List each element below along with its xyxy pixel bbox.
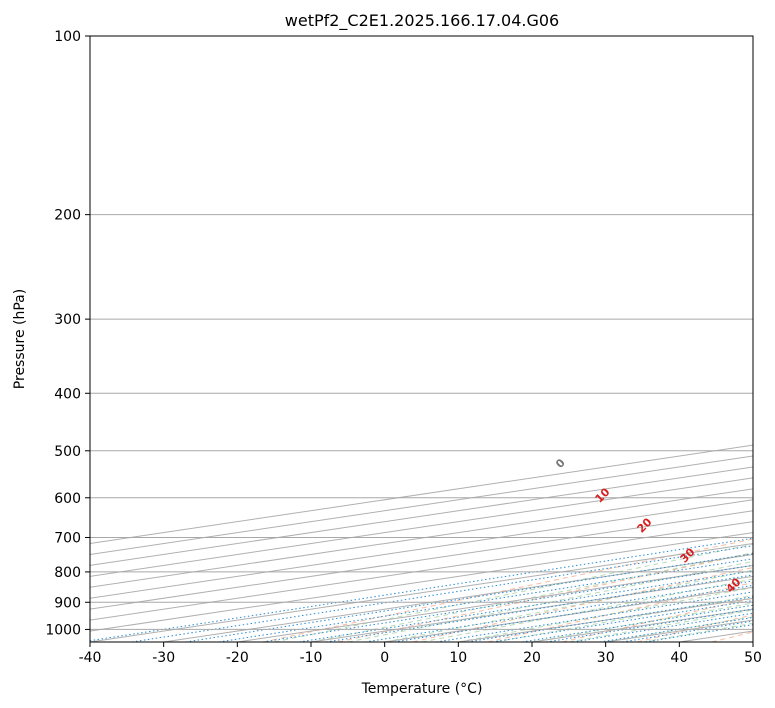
x-tick-label: -20	[226, 650, 249, 666]
mixing-ratio-line	[599, 616, 753, 642]
mixing-ratio-line	[262, 564, 753, 642]
y-tick-label: 500	[54, 444, 81, 460]
moist-adiabat	[384, 569, 753, 642]
y-tick-label: 100	[54, 29, 81, 45]
moist-adiabat	[274, 543, 753, 642]
mixing-ratio-line	[185, 553, 753, 642]
isotherm-line	[90, 477, 753, 577]
mixing-ratio-line	[90, 537, 753, 642]
dry-adiabat	[487, 582, 753, 642]
x-tick-label: 10	[449, 650, 467, 666]
x-tick-label: 20	[523, 650, 541, 666]
dry-adiabat	[263, 538, 753, 642]
isotherm-line	[90, 455, 753, 555]
y-axis-ticks: 100 200 300 400 500 600 700 800 900 1000	[45, 29, 90, 638]
y-tick-label: 200	[54, 208, 81, 224]
isotherm-line	[90, 510, 753, 610]
mixing-ratio-line	[299, 570, 753, 642]
y-tick-label: 1000	[45, 622, 81, 638]
mixing-ratio-line	[218, 558, 753, 642]
plot-frame	[89, 35, 754, 643]
x-tick-label: -10	[300, 650, 323, 666]
isotherm-line	[90, 488, 753, 588]
x-tick-label: -30	[152, 650, 175, 666]
mixing-ratio-line	[572, 612, 753, 642]
background-lines	[90, 444, 753, 642]
moist-adiabat	[495, 594, 753, 642]
x-tick-label: 0	[380, 650, 389, 666]
x-tick-label: 30	[597, 650, 615, 666]
isotherm-line	[90, 444, 753, 545]
y-axis-label: Pressure (hPa)	[12, 289, 28, 389]
isotherm-line	[90, 466, 753, 566]
x-tick-label: -40	[79, 650, 102, 666]
y-tick-label: 700	[54, 531, 81, 547]
x-tick-label: 40	[670, 650, 688, 666]
y-tick-label: 300	[54, 312, 81, 328]
chart-title: wetPf2_C2E1.2025.166.17.04.G06	[285, 11, 559, 31]
isotherm-line	[90, 499, 753, 599]
moist-adiabat	[458, 586, 753, 642]
y-tick-label: 600	[54, 491, 81, 507]
isotherm-line	[90, 521, 753, 621]
y-tick-label: 900	[54, 595, 81, 611]
y-tick-label: 800	[54, 565, 81, 581]
mixing-ratio-line	[546, 608, 753, 642]
isobar-gridlines	[90, 36, 753, 630]
x-axis-label: Temperature (°C)	[361, 681, 483, 697]
x-tick-label: 50	[744, 650, 762, 666]
isotherm-line	[90, 532, 753, 632]
x-axis-ticks: -40 -30 -20 -10 0 10 20 30 40 50	[79, 642, 762, 666]
y-tick-label: 400	[54, 386, 81, 402]
